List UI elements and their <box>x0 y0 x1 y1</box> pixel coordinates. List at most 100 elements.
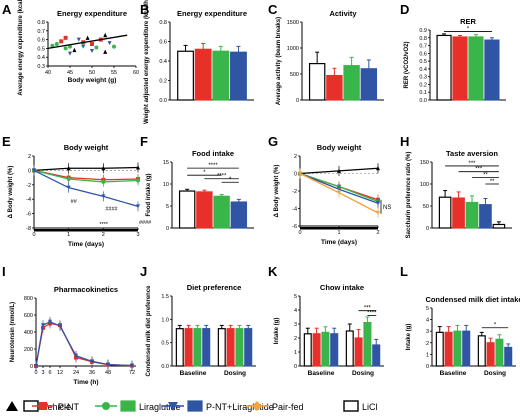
y-tick-label: 0.2 <box>159 79 167 85</box>
legend-box-icon <box>343 400 359 412</box>
panel-E: E Body weight -8 -6 -4 -2 0 2 Δ Body weight (%) T… <box>2 134 152 248</box>
marker-inverted-triangle <box>74 353 78 358</box>
y-axis-label: Weight adjusted energy expenditure (kcal… <box>144 0 150 124</box>
panel-B: B Energy expenditure 0.0 0.2 0.4 0.6 0.8 Weight… <box>140 0 254 124</box>
marker-triangle <box>66 165 71 171</box>
y-tick-label: 0.9 <box>419 28 427 34</box>
y-tick-label: 0.6 <box>159 40 167 46</box>
legend-label: P-NT+Liraglutide <box>206 402 274 412</box>
marker-triangle <box>376 165 380 171</box>
marker-triangle <box>337 168 341 173</box>
y-tick-label: 4 <box>294 308 297 314</box>
annotation: **** <box>99 222 108 228</box>
panel-title: Food intake <box>192 149 234 158</box>
x-axis-label: Time (h) <box>73 379 98 386</box>
panel-letter: J <box>140 264 147 279</box>
y-tick-label: 0.0 <box>161 364 169 370</box>
series-line <box>33 166 139 172</box>
y-axis-label: Average activity (beam breaks) <box>276 17 282 105</box>
y-tick-label: 0.6 <box>37 38 45 44</box>
dosing-bar <box>34 229 138 232</box>
series-line <box>33 169 139 181</box>
y-tick-label: 0.1 <box>419 90 427 96</box>
y-tick-label: 0.3 <box>419 75 427 81</box>
y-tick-label: 100 <box>420 182 429 188</box>
bar <box>492 223 506 229</box>
marker-inverted-triangle <box>337 190 341 195</box>
marker-circle <box>101 179 106 184</box>
y-tick-label: 2 <box>294 336 297 342</box>
bar <box>354 337 363 367</box>
y-tick-label: 1 <box>426 352 429 358</box>
y-tick-label: 0 <box>294 172 297 178</box>
x-tick-label: Dosing <box>352 370 374 377</box>
bar <box>479 204 492 229</box>
panel-H: H Taste aversion 0 50 100 150 Saccharin prefer… <box>400 134 512 238</box>
panel-title: Pharmacokinetics <box>54 285 118 294</box>
ns-label: NS <box>383 205 391 211</box>
marker-square <box>90 42 94 46</box>
y-tick-label: -4 <box>292 207 297 213</box>
y-tick-label: 2 <box>426 341 429 347</box>
y-tick-label: 200 <box>24 347 33 353</box>
marker-triangle <box>101 165 106 171</box>
legend-item: P-NT+Liraglutide <box>162 400 274 412</box>
y-axis-label: Intake (g) <box>406 324 412 351</box>
y-tick-label: -6 <box>292 224 297 230</box>
panel-letter: D <box>400 2 409 17</box>
y-tick-label: 0.6 <box>419 51 427 57</box>
significance-label: *** <box>475 167 483 173</box>
marker-triangle <box>136 165 140 170</box>
bar <box>303 333 312 367</box>
series-line <box>33 169 139 183</box>
y-tick-label: 1000 <box>287 46 299 52</box>
bar <box>465 201 479 229</box>
x-tick-label: 24 <box>73 370 79 376</box>
y-tick-label: 1.0 <box>161 317 169 323</box>
x-tick-label: 0 <box>298 230 301 236</box>
bar <box>312 333 321 367</box>
legend-inverted-triangle-icon <box>168 402 178 411</box>
legend-label: LiCl <box>362 402 378 412</box>
bar <box>178 190 196 229</box>
y-tick-label: 0.7 <box>419 44 427 50</box>
x-tick-label: 48 <box>105 370 111 376</box>
y-tick-label: 0.4 <box>419 67 427 73</box>
panel-title: Body weight <box>64 143 109 152</box>
marker-inverted-triangle <box>81 44 86 49</box>
marker-circle <box>66 177 71 182</box>
y-axis-label: RER (vCO2/vO2) <box>404 41 410 88</box>
marker-circle <box>136 178 140 183</box>
legend-box-icon <box>120 400 136 412</box>
panel-title: Chow intake <box>320 283 364 292</box>
x-tick-label: 2 <box>102 232 105 238</box>
y-tick-label: 0.5 <box>161 341 169 347</box>
significance-label: *** <box>468 161 476 167</box>
panel-letter: F <box>140 134 148 149</box>
marker-inverted-triangle <box>107 41 112 46</box>
marker-circle <box>94 45 99 50</box>
y-axis-label: Average energy expenditure (kcal/h) <box>18 0 24 96</box>
marker-inverted-triangle <box>376 210 380 215</box>
legend-label: Liraglutide <box>139 402 181 412</box>
panel-title: Energy expenditure <box>57 9 127 18</box>
bar <box>193 328 202 367</box>
y-tick-label: 2 <box>28 154 31 160</box>
bar <box>343 65 360 101</box>
panel-letter: G <box>268 134 278 149</box>
marker-inverted-triangle <box>76 37 81 42</box>
bar <box>226 328 235 367</box>
legend-label: Vehicle <box>42 402 71 412</box>
legend-circle-icon <box>102 402 110 410</box>
marker-circle <box>63 46 68 51</box>
significance-label: **** <box>208 163 218 169</box>
y-tick-label: 0.5 <box>419 59 427 65</box>
x-tick-label: 2 <box>376 230 379 236</box>
y-tick-label: 0.8 <box>37 20 45 26</box>
bar <box>326 74 343 101</box>
panel-K: K Chow intake 0 1 2 3 4 5 Intake (g) Baseline Dosi… <box>268 264 384 377</box>
y-tick-label: 0 <box>426 226 429 232</box>
